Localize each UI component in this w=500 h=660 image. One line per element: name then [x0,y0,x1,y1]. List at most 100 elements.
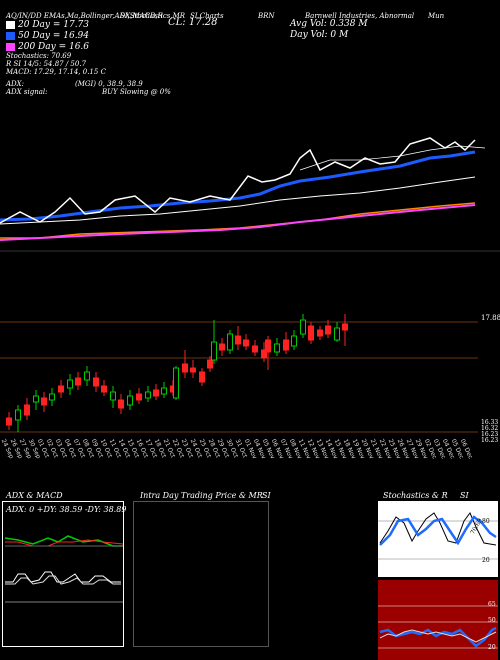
ema-legend: 20 Day = 17.73 50 Day = 16.94 200 Day = … [6,20,89,52]
legend-ema20-label: 20 Day = 17.73 [18,20,90,30]
candle-body [235,335,241,345]
legend-ema200-label: 200 Day = 16.6 [18,42,90,52]
price-low-label: 16.23 [481,431,499,438]
company-name-cont: Mun [428,12,445,20]
candle-body [33,395,39,403]
adx-macd-panel: ADX: 0 +DY: 38.59 -DY: 38.89 [2,501,127,647]
adx-panel-chart [4,535,124,603]
avg-volume: Avg Vol: 0.338 M [290,19,368,29]
candle-body [41,397,47,406]
rsi-chart [378,605,498,649]
ema-dotted-line [299,145,486,171]
legend-swatch-ema50 [6,32,15,40]
stochastics-readout: Stochastics: 70.69 [6,52,72,60]
candle-body [190,367,196,373]
rsi-tag-65: 65 [488,601,496,608]
candle-body [261,349,267,359]
intraday-panel [133,501,269,647]
rsi-main-line [379,626,497,648]
candle-body [84,371,90,381]
price-low-label: 16.23 [481,437,499,444]
candle-body [93,377,99,387]
candle-body [6,417,12,426]
price-low-label: 16.33 [481,419,499,426]
legend-swatch-ema20 [6,21,15,29]
candle-body [199,371,205,383]
candle-body [291,335,297,347]
adx-signal-label: ADX signal: [6,88,48,96]
legend-ema50: 50 Day = 16.94 [6,31,89,41]
rsi-readout: R SI 14/5: 54.87 / 50.7 [6,60,87,68]
intraday-title-suffix: SI [262,491,271,500]
adx-plus-di-line [4,535,123,547]
candle-body [334,327,340,341]
legend-swatch-ema200 [6,43,15,51]
candle-body [182,363,188,373]
ema-grey-line [0,176,476,225]
close-price: CL: 17.28 [168,17,218,28]
ema50-line [0,150,476,222]
candle-body [127,395,133,406]
chart-title-mid2: SI Charts [190,12,224,20]
candle-body [283,339,289,351]
stoch-tag-80: 80 [482,518,490,525]
candle-body [24,404,30,416]
macd-readout: MACD: 17.29, 17.14, 0.15 C [6,68,106,76]
rsi-panel: 50 20 65 [378,580,498,660]
candle-body [227,333,233,351]
candle-body [153,389,159,397]
price-low-labels: 16.33 16.32 16.23 16.23 [481,420,498,444]
legend-ema200: 200 Day = 16.6 [6,42,89,52]
candle-body [58,385,64,393]
stoch-rsi-title: Stochastics & R [383,491,448,500]
candle-body [118,399,124,409]
candle-body [211,341,217,361]
candle-body [15,409,21,421]
candlestick-chart [0,314,478,433]
candle-body [67,379,73,389]
stoch-d-line [379,515,497,546]
candle-body [75,377,81,386]
legend-ema50-label: 50 Day = 16.94 [18,31,90,41]
stoch-tag-20: 20 [482,557,490,564]
day-volume: Day Vol: 0 M [290,30,349,40]
ema20-price-line [0,137,476,224]
candle-body [101,385,107,393]
candle-body [207,359,213,369]
candle-body [325,325,331,335]
candle-body [300,319,306,335]
macd-signal-line [5,575,121,585]
price-low-label: 16.32 [481,425,499,432]
company-name: Barnwell Industries, Abnormal [305,12,415,20]
candle-body [317,329,323,337]
candle-body [342,323,348,331]
candle-body [173,367,179,399]
candle-body [252,345,258,353]
candle-body [49,393,55,401]
stoch-rsi-title-suffix: SI [460,491,469,500]
stochastics-chart [378,512,498,560]
chart-title: AQ/IN/DD EMAs,Ma,Bollinger,ADX,MACD,R [6,12,163,20]
ema-price-chart [0,137,500,252]
candle-body [243,339,249,347]
candle-body [274,343,280,353]
adx-signal: BUY Slowing @ 0% [102,88,171,96]
adx-label: ADX: [6,80,25,88]
adx-values: (MGI) 0, 38.9, 38.9 [75,80,143,88]
candle-body [136,393,142,401]
intraday-title: Intra Day Trading Price & MR [140,491,263,500]
candle-body [110,391,116,401]
rsi-tag-20: 20 [488,644,496,651]
legend-ema20: 20 Day = 17.73 [6,20,89,30]
adx-macd-title: ADX & MACD [6,491,63,500]
stochastics-panel: 80 20 70.69 [378,501,498,577]
rsi-tag-50: 50 [488,617,496,624]
ema200-line [0,204,476,241]
price-top-label: 17.88 [481,314,500,322]
rsi-signal-line [379,629,497,643]
candle-body [265,339,271,353]
candle-body [308,325,314,341]
ticker-symbol: BRN [258,12,275,20]
candle-body [145,391,151,399]
adx-panel-text: ADX: 0 +DY: 38.59 -DY: 38.89 [6,505,127,514]
